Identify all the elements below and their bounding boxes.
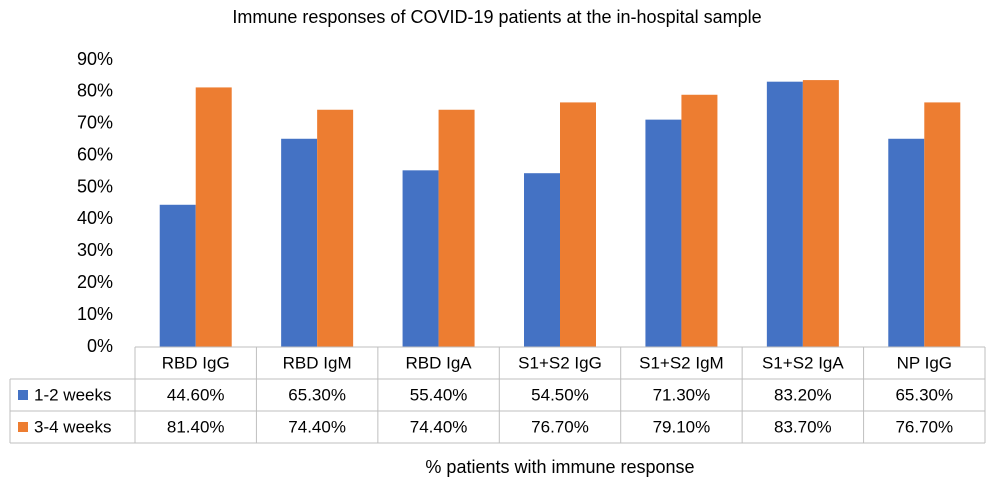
x-tick-label: RBD IgG [162,353,230,372]
table-value: 74.40% [410,417,468,436]
table-value: 65.30% [895,385,953,404]
legend-label: 1-2 weeks [34,385,111,404]
legend-key [18,390,28,400]
legend-label: 3-4 weeks [34,417,111,436]
y-tick-label: 10% [77,304,113,324]
bar [524,173,560,347]
table-value: 79.10% [653,417,711,436]
y-tick-label: 80% [77,81,113,101]
y-tick-label: 20% [77,272,113,292]
chart-title: Immune responses of COVID-19 patients at… [232,7,761,27]
table-value: 54.50% [531,385,589,404]
legend-key [18,422,28,432]
y-tick-label: 90% [77,49,113,69]
x-axis-title: % patients with immune response [425,457,694,477]
bar [681,94,718,348]
y-tick-label: 30% [77,240,113,260]
bar [888,138,925,347]
table-value: 81.40% [167,417,225,436]
y-tick-label: 60% [77,144,113,164]
x-tick-label: S1+S2 IgA [762,353,844,372]
x-tick-label: S1+S2 IgM [639,353,724,372]
table-value: 76.70% [895,417,953,436]
y-tick-label: 0% [87,336,113,356]
x-tick-label: S1+S2 IgG [518,353,602,372]
y-tick-label: 70% [77,113,113,133]
table-value: 74.40% [288,417,346,436]
table-value: 83.20% [774,385,832,404]
table-value: 83.70% [774,417,832,436]
x-tick-label: RBD IgA [406,353,473,372]
x-tick-label: RBD IgM [283,353,352,372]
table-value: 44.60% [167,385,225,404]
bar [402,170,439,347]
bar [924,102,961,347]
bar [195,87,232,348]
bar [766,81,803,347]
bar [438,109,475,347]
bar [802,80,839,347]
bar [317,109,354,347]
bar [159,204,196,347]
table-value: 65.30% [288,385,346,404]
bar [645,119,682,347]
table-value: 76.70% [531,417,589,436]
bar [281,138,318,347]
bar [560,102,596,347]
table-value: 71.30% [653,385,711,404]
y-tick-label: 50% [77,176,113,196]
table-value: 55.40% [410,385,468,404]
y-tick-label: 40% [77,208,113,228]
x-tick-label: NP IgG [897,353,952,372]
